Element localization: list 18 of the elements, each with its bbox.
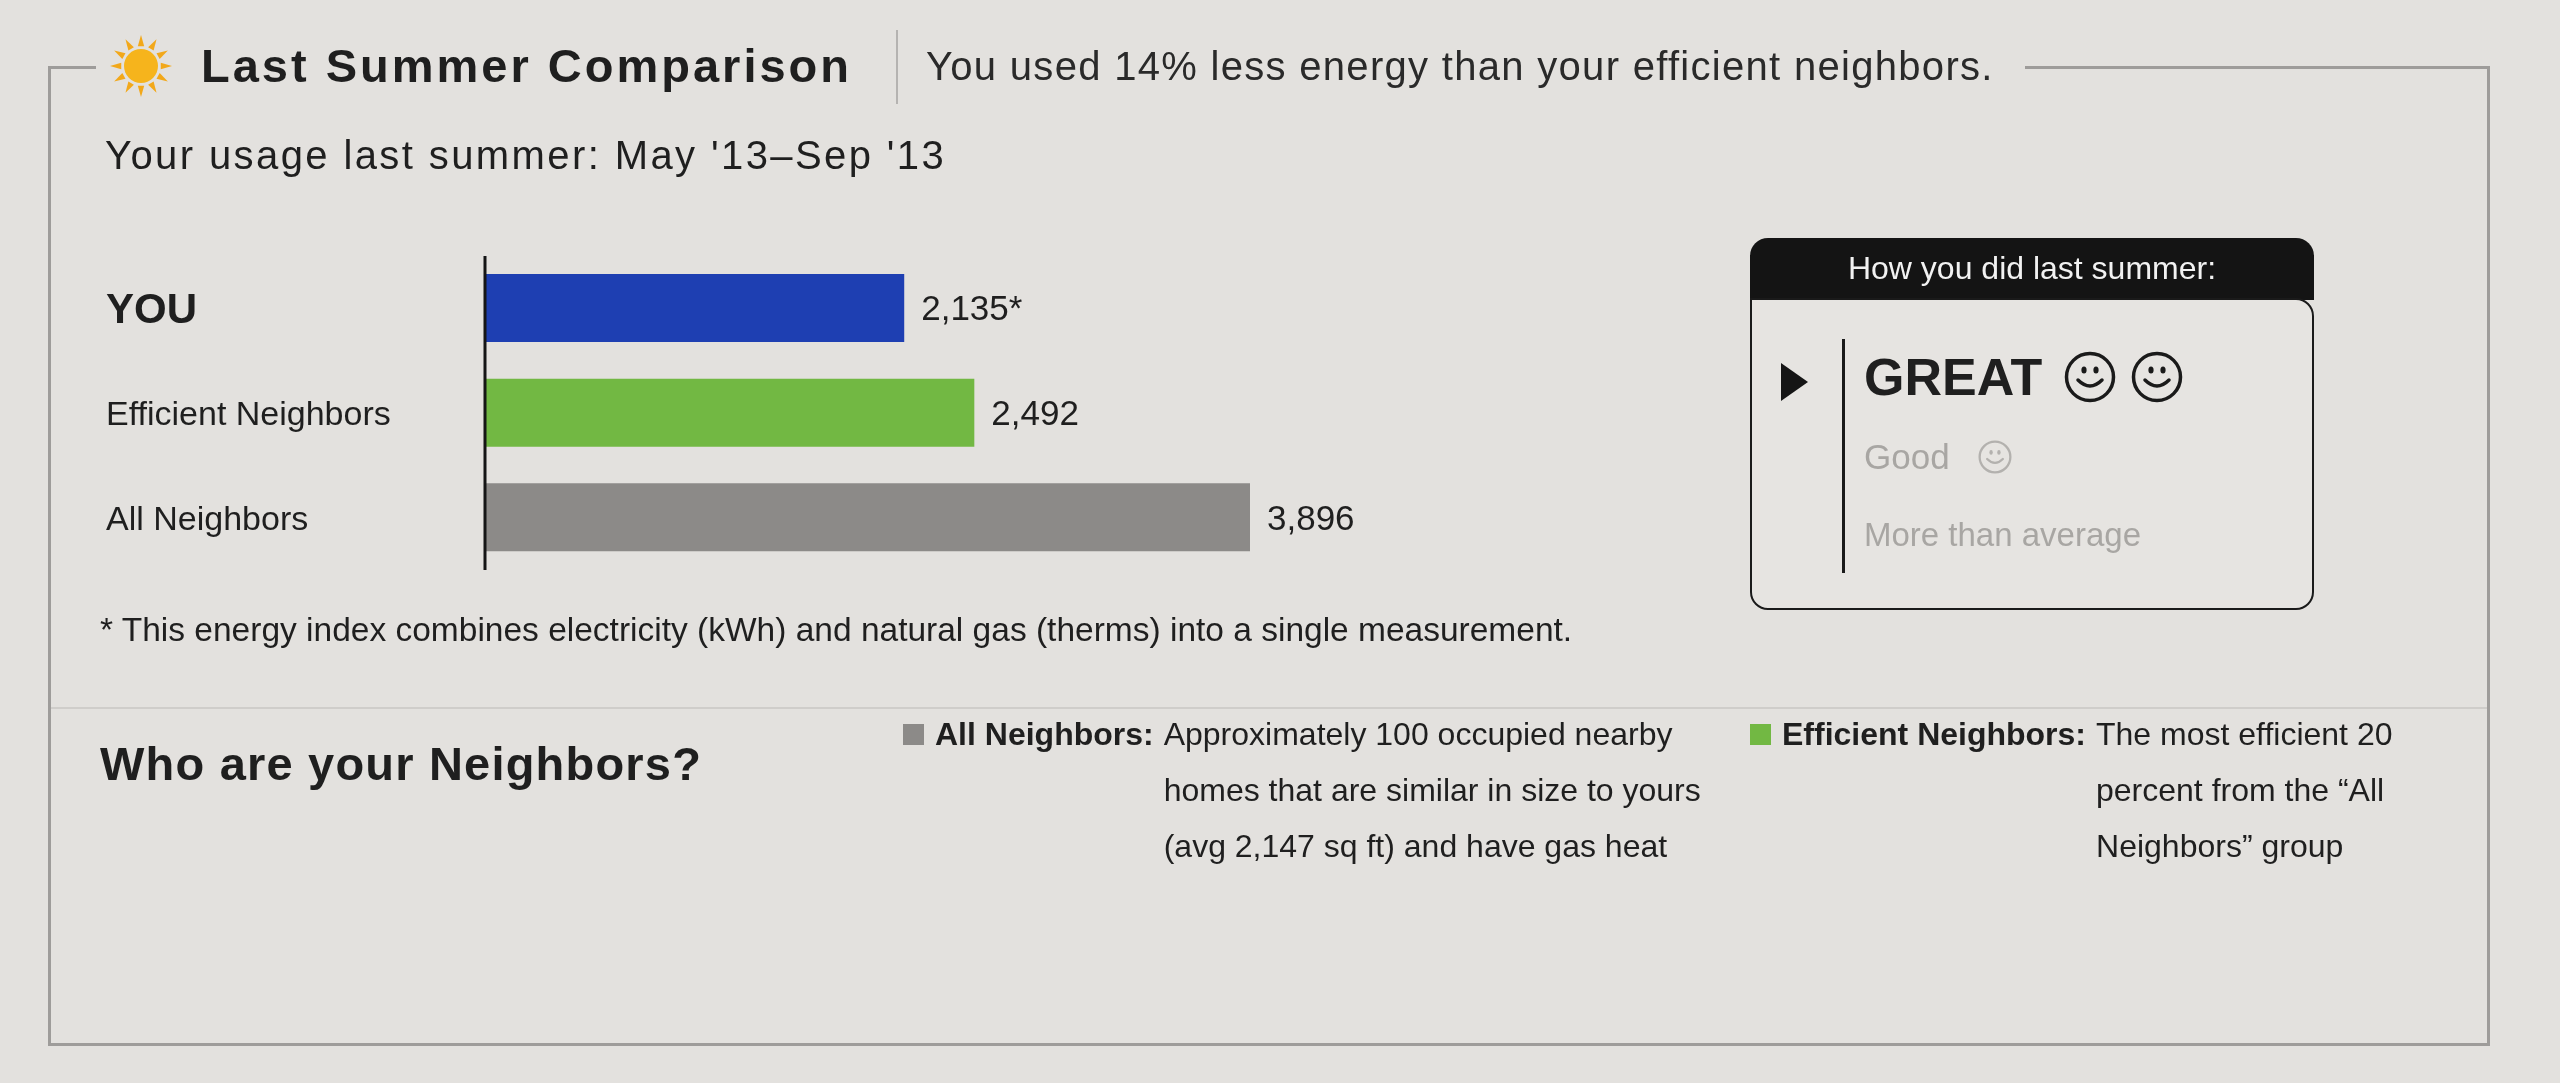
text: Efficient Neighbors: [1782, 716, 2087, 752]
data-label: 2,492 [991, 392, 1079, 432]
text: More than average [1864, 516, 2142, 553]
text: All Neighbors: [935, 716, 1154, 752]
text: You used 14% less energy than your efficient neighbors. [926, 44, 1994, 88]
chart-title: Last Summer Comparison [201, 39, 853, 92]
text: Good [1864, 437, 1950, 476]
y-tick-label: YOU [106, 285, 198, 333]
text: Approximately 100 occupied nearby homes that are similar in size to yours (avg 2,147 sq ft) and have gas heat [1163, 716, 1701, 864]
text: * This energy index combines electricity (kWh) and natural gas (therms) into a single measurement. [100, 611, 1573, 648]
text: The most efficient 20 percent from the “All Neighbors” group [2096, 716, 2393, 864]
text: GREAT [1864, 348, 2043, 406]
text: Your usage last summer: May '13–Sep '13 [105, 133, 947, 177]
text: Who are your Neighbors? [100, 737, 703, 790]
y-tick-label: All Neighbors [106, 498, 309, 537]
data-label: 2,135* [921, 288, 1023, 328]
y-tick-label: Efficient Neighbors [106, 393, 391, 432]
data-label: 3,896 [1267, 497, 1355, 537]
